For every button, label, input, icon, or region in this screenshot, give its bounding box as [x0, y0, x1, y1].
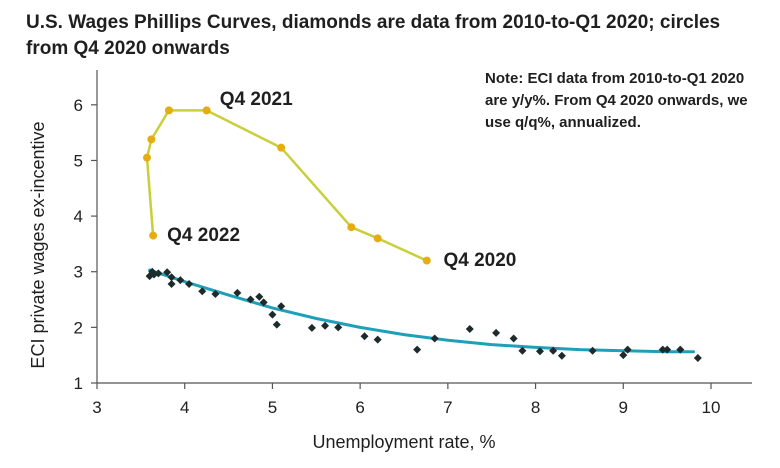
diamond-point	[557, 351, 566, 360]
diamond-point	[535, 347, 544, 356]
y-tick-label: 2	[74, 318, 83, 337]
y-tick-label: 1	[74, 374, 83, 393]
fit-curve-line	[148, 268, 695, 354]
diamond-point	[413, 345, 422, 354]
diamond-point	[255, 292, 264, 301]
diamond-point	[277, 302, 286, 311]
circle-point	[149, 231, 158, 240]
circle-point	[277, 143, 286, 152]
y-tick-label: 3	[74, 263, 83, 282]
diamond-point	[676, 345, 685, 354]
circle-point	[202, 106, 211, 115]
diamond-point	[658, 345, 667, 354]
diamond-point	[623, 345, 632, 354]
x-tick-label: 4	[180, 398, 189, 417]
y-axis-label: ECI private wages ex-incentive	[28, 121, 48, 368]
diamond-point	[492, 328, 501, 337]
diamond-point	[154, 269, 163, 278]
chart-note: Note: ECI data from 2010-to-Q1 2020 are …	[485, 70, 748, 131]
x-axis-label: Unemployment rate, %	[312, 432, 495, 452]
quarter-annotation: Q4 2021	[220, 89, 293, 110]
diamond-point	[259, 298, 268, 307]
diamond-point	[321, 321, 330, 330]
diamond-point	[360, 332, 369, 341]
diamond-point	[509, 334, 518, 343]
diamond-point	[163, 268, 172, 277]
x-tick-label: 6	[355, 398, 364, 417]
diamond-point	[373, 335, 382, 344]
diamond-point	[185, 279, 194, 288]
x-tick-label: 9	[619, 398, 628, 417]
x-tick-label: 8	[531, 398, 540, 417]
diamond-point	[272, 320, 281, 329]
diamond-point	[430, 334, 439, 343]
diamond-point	[167, 273, 176, 282]
circle-point	[373, 234, 382, 243]
diamond-point	[211, 289, 220, 298]
x-tick-label: 5	[268, 398, 277, 417]
x-tick-label: 10	[702, 398, 721, 417]
diamond-point	[176, 276, 185, 285]
quarter-annotation: Q4 2020	[443, 250, 516, 271]
diamond-point	[663, 345, 672, 354]
y-tick-label: 6	[74, 96, 83, 115]
circle-point	[347, 223, 356, 232]
diamond-point	[268, 310, 277, 319]
quarter-annotation: Q4 2022	[167, 225, 240, 246]
circle-point	[142, 153, 151, 162]
diamond-point	[167, 279, 176, 288]
diamond-point	[549, 346, 558, 355]
diamond-point	[518, 346, 527, 355]
y-tick-label: 4	[74, 207, 83, 226]
circle-point	[164, 106, 173, 115]
diamond-point	[465, 325, 474, 334]
diamond-point	[334, 323, 343, 332]
circle-point	[422, 256, 431, 265]
diamond-point	[198, 287, 207, 296]
diamond-point	[233, 288, 242, 297]
x-tick-label: 3	[92, 398, 101, 417]
circle-point	[147, 135, 156, 144]
diamond-point	[693, 353, 702, 362]
diamond-point	[307, 323, 316, 332]
chart-title: U.S. Wages Phillips Curves, diamonds are…	[26, 12, 721, 59]
diamond-point	[588, 346, 597, 355]
diamond-point	[619, 351, 628, 360]
x-tick-label: 7	[443, 398, 452, 417]
diamond-point	[246, 295, 255, 304]
y-tick-label: 5	[74, 151, 83, 170]
